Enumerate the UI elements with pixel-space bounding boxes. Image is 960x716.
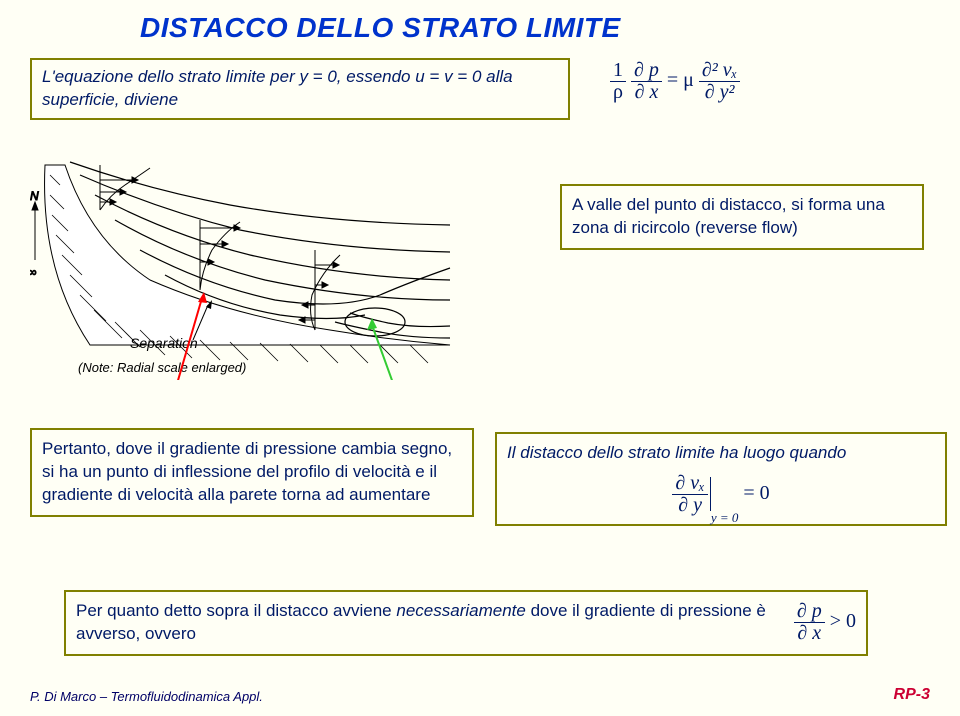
frac-d2vdy2: ∂² vₓ ∂ y² [699,60,740,103]
distacco-line1: Il distacco dello strato limite ha luogo… [507,443,846,462]
intro-y0: y = 0 [299,67,336,86]
frac-dpdx2: ∂ p ∂ x [794,601,825,644]
slide-page: DISTACCO DELLO STRATO LIMITE L'equazione… [0,0,960,716]
valle-text: A valle del punto di distacco, si forma … [572,194,912,240]
momentum-equation: 1 ρ ∂ p ∂ x = μ ∂² vₓ ∂ y² [610,60,810,103]
distacco-box: Il distacco dello strato limite ha luogo… [495,432,947,526]
svg-text:N: N [30,189,39,203]
lower-row: Per quanto detto sopra il distacco avvie… [76,600,856,646]
diagram-svg: N ∞ Separation (Note: Radial scale enlar… [30,150,460,380]
frac-1rho: 1 ρ [610,60,626,103]
num-d2v: ∂² vₓ [699,60,740,82]
pertanto-box: Pertanto, dove il gradiente di pressione… [30,428,474,517]
separation-condition-eq: ∂ vₓ ∂ y y = 0 = 0 [507,473,935,516]
footer-author: P. Di Marco – Termofluidodinamica Appl. [30,689,263,704]
num-dvx: ∂ vₓ [672,473,707,495]
num-dp: ∂ p [631,60,662,82]
den-rho: ρ [610,82,626,103]
den-dy2: ∂ y² [699,82,740,103]
svg-text:∞: ∞ [30,265,37,279]
slide-title: DISTACCO DELLO STRATO LIMITE [140,12,621,44]
lower-text: Per quanto detto sopra il distacco avvie… [76,600,780,646]
den-dy: ∂ y [672,495,707,516]
label-note: (Note: Radial scale enlarged) [78,360,246,375]
intro-ueq: u = v = 0 [415,67,481,86]
adverse-gradient-eq: ∂ p ∂ x > 0 [794,601,856,644]
eq1-equals: = μ [667,69,694,91]
pertanto-text: Pertanto, dove il gradiente di pressione… [42,438,462,507]
eq3-rel: > 0 [825,611,856,633]
num-1: 1 [610,60,626,82]
distacco-text: Il distacco dello strato limite ha luogo… [507,442,935,465]
valle-box: A valle del punto di distacco, si forma … [560,184,924,250]
intro-essendo: , essendo [337,67,415,86]
slide-number: RP-3 [894,686,930,704]
intro-box: L'equazione dello strato limite per y = … [30,58,570,120]
den-dx2: ∂ x [794,623,825,644]
intro-text: L'equazione dello strato limite per y = … [42,67,513,109]
den-dx: ∂ x [631,82,662,103]
frac-dvdy: ∂ vₓ ∂ y [672,473,707,516]
eval-bar [710,477,711,511]
intro-line1: L'equazione dello strato limite per [42,67,299,86]
lower-box: Per quanto detto sopra il distacco avvie… [64,590,868,656]
separation-diagram: N ∞ Separation (Note: Radial scale enlar… [30,150,460,380]
frac-dpdx: ∂ p ∂ x [631,60,662,103]
num-dp2: ∂ p [794,601,825,623]
eq2-rhs: = 0 [743,482,769,504]
eval-cond: y = 0 [711,510,739,525]
